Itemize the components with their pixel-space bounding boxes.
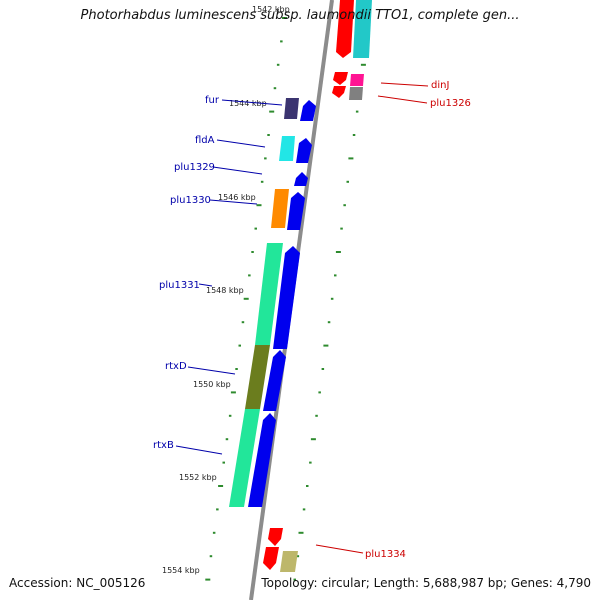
tick-label: 1550 kbp bbox=[193, 380, 231, 389]
outer-tick-marks bbox=[293, 17, 371, 581]
gene-labels-left: fur fldA plu1329 plu1330 plu1331 rtxD rt… bbox=[153, 95, 283, 455]
tick-label: 1552 kbp bbox=[179, 473, 217, 482]
gene-block-plu1331 bbox=[255, 243, 283, 345]
gene-label-dinJ[interactable]: dinJ bbox=[431, 80, 449, 91]
tick-label: 1546 kbp bbox=[218, 193, 256, 202]
tick-label: 1548 kbp bbox=[206, 286, 244, 295]
arrow-forward-fldA bbox=[296, 138, 312, 163]
reverse-arrows bbox=[263, 0, 354, 570]
arrow-reverse-plu1334-a bbox=[268, 528, 283, 546]
gene-label-plu1329[interactable]: plu1329 bbox=[174, 162, 215, 173]
forward-arrows bbox=[248, 100, 316, 507]
gene-label-plu1326[interactable]: plu1326 bbox=[430, 98, 471, 109]
gene-block-rtxB bbox=[229, 409, 260, 507]
gene-label-rtxB[interactable]: rtxB bbox=[153, 440, 174, 451]
inner-tick-marks bbox=[205, 17, 287, 581]
tick-label: 1544 kbp bbox=[229, 99, 267, 108]
gene-labels-right: dinJ plu1326 plu1334 bbox=[315, 80, 471, 560]
leader-line bbox=[216, 139, 266, 148]
leader-line bbox=[377, 95, 428, 104]
gene-block-fur bbox=[284, 98, 299, 119]
arrow-reverse-top bbox=[336, 0, 354, 58]
tick-label: 1542 kbp bbox=[252, 5, 290, 14]
tick-label: 1554 kbp bbox=[162, 566, 200, 575]
gene-block-plu1334 bbox=[280, 551, 298, 572]
feature-blocks bbox=[229, 0, 372, 572]
leader-line bbox=[315, 544, 364, 554]
gene-block-plu1330 bbox=[271, 189, 289, 228]
leader-line bbox=[221, 99, 283, 106]
gene-label-fur[interactable]: fur bbox=[205, 95, 220, 106]
gene-block-fldA bbox=[279, 136, 295, 161]
arrow-reverse-plu1326 bbox=[332, 86, 346, 98]
arrow-reverse-plu1334-b bbox=[263, 547, 279, 570]
gene-block-top-cyan bbox=[353, 0, 372, 58]
leader-line bbox=[187, 366, 236, 375]
arrow-forward-rtxD bbox=[263, 350, 286, 411]
arrow-forward-plu1329 bbox=[294, 172, 308, 186]
leader-line bbox=[198, 283, 213, 287]
gene-label-plu1331[interactable]: plu1331 bbox=[159, 280, 200, 291]
map-title: Photorhabdus luminescens subsp. laumondi… bbox=[80, 8, 520, 23]
gene-label-rtxD[interactable]: rtxD bbox=[165, 361, 187, 372]
leader-line bbox=[209, 199, 258, 205]
arrow-reverse-dinJ bbox=[333, 72, 348, 85]
leader-line bbox=[175, 445, 223, 455]
arrow-forward-plu1331 bbox=[273, 246, 300, 349]
gene-block-dinJ bbox=[350, 74, 364, 86]
gene-block-rtxD bbox=[245, 345, 270, 409]
arrow-forward-plu1330 bbox=[287, 192, 305, 230]
topology-text: Topology: circular; Length: 5,688,987 bp… bbox=[261, 576, 591, 590]
arrow-forward-fur bbox=[300, 100, 316, 121]
arrow-forward-rtxB bbox=[248, 413, 276, 507]
accession-text: Accession: NC_005126 bbox=[9, 576, 146, 590]
gene-block-plu1326 bbox=[349, 87, 363, 100]
leader-line bbox=[380, 82, 429, 87]
gene-label-plu1334[interactable]: plu1334 bbox=[365, 549, 406, 560]
gene-label-plu1330[interactable]: plu1330 bbox=[170, 195, 211, 206]
gene-label-fldA[interactable]: fldA bbox=[195, 135, 215, 146]
leader-line bbox=[212, 166, 263, 175]
tick-labels: 1542 kbp 1544 kbp 1546 kbp 1548 kbp 1550… bbox=[162, 5, 290, 575]
